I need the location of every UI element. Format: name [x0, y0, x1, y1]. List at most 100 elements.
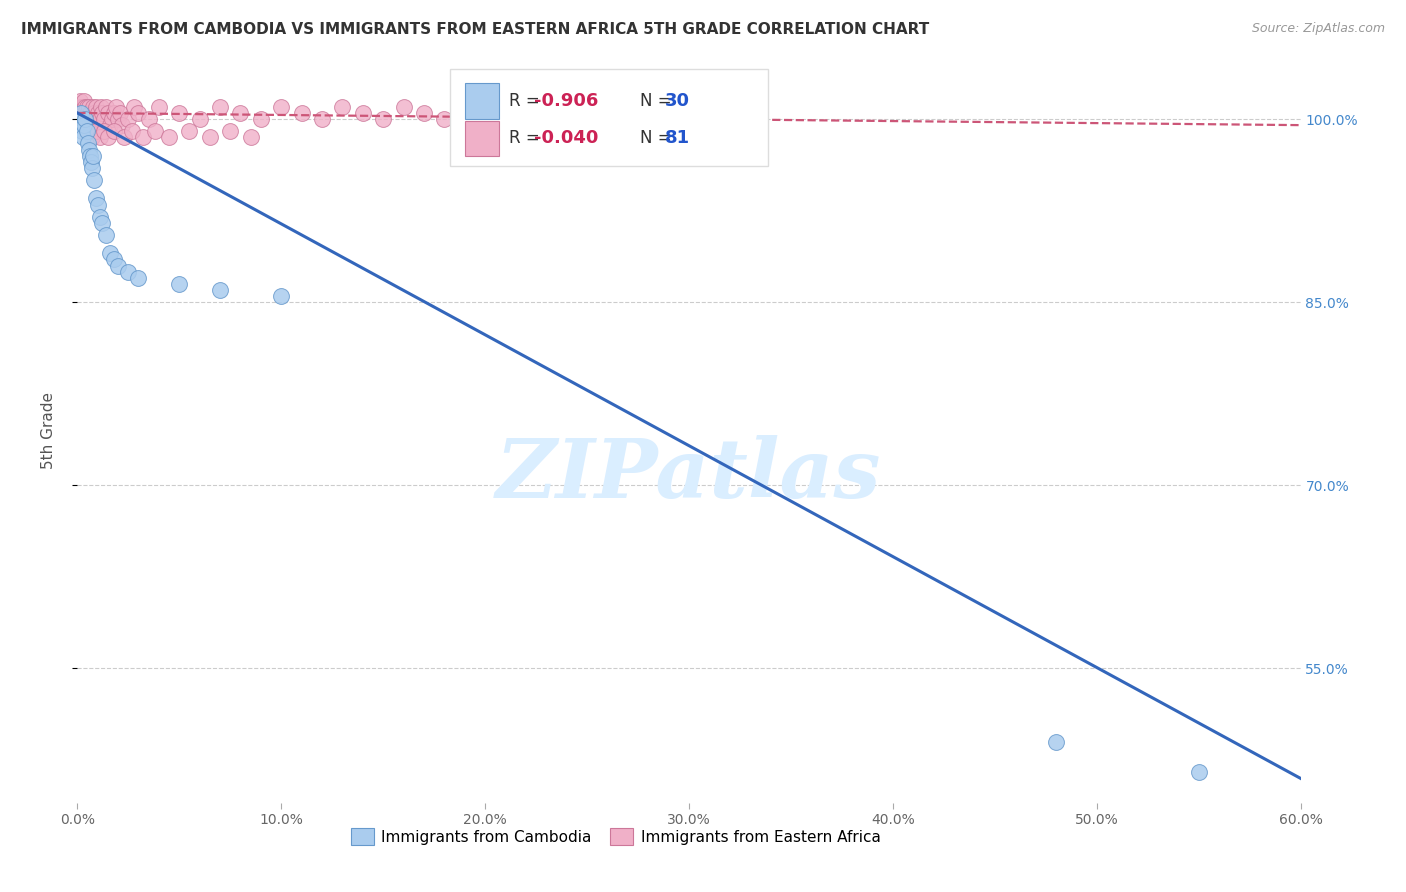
Point [80, 112, 103, 126]
Point [198, 130, 221, 145]
Text: Source: ZipAtlas.com: Source: ZipAtlas.com [1251, 22, 1385, 36]
Point [82, 149, 104, 163]
Text: IMMIGRANTS FROM CAMBODIA VS IMMIGRANTS FROM EASTERN AFRICA 5TH GRADE CORRELATION: IMMIGRANTS FROM CAMBODIA VS IMMIGRANTS F… [21, 22, 929, 37]
Text: -0.906: -0.906 [534, 92, 598, 111]
Point [94, 227, 117, 242]
Point [111, 118, 134, 132]
Point [80, 161, 103, 175]
Point [1187, 765, 1209, 780]
Point [103, 106, 125, 120]
Point [433, 112, 456, 126]
Point [105, 100, 128, 114]
Point [371, 112, 394, 126]
Point [107, 112, 129, 126]
Point [188, 112, 211, 126]
Point [97, 130, 120, 145]
Point [112, 130, 135, 145]
Point [72, 106, 94, 120]
Point [124, 100, 146, 114]
Point [70, 106, 93, 120]
Point [83, 173, 105, 187]
Point [332, 100, 354, 114]
Point [87, 197, 110, 211]
Point [69, 94, 91, 108]
Text: R =: R = [509, 129, 546, 147]
Point [83, 112, 105, 126]
Point [79, 154, 101, 169]
Point [87, 118, 110, 132]
Point [75, 106, 97, 120]
Point [89, 130, 111, 145]
Point [98, 118, 121, 132]
Text: 81: 81 [665, 129, 689, 147]
Point [98, 246, 121, 260]
Point [179, 124, 201, 138]
Point [101, 112, 124, 126]
Point [73, 94, 96, 108]
Y-axis label: 5th Grade: 5th Grade [42, 392, 56, 469]
Point [117, 112, 139, 126]
Point [86, 112, 108, 126]
Point [83, 106, 105, 120]
Point [138, 112, 160, 126]
Point [70, 100, 93, 114]
Point [311, 112, 333, 126]
Point [143, 124, 166, 138]
Point [76, 106, 98, 120]
Point [77, 112, 100, 126]
Point [239, 130, 262, 145]
Text: -0.040: -0.040 [534, 129, 598, 147]
Text: N =: N = [640, 92, 676, 111]
Point [169, 106, 191, 120]
Point [89, 210, 111, 224]
Point [108, 106, 131, 120]
Point [73, 112, 96, 126]
Point [72, 130, 94, 145]
Point [103, 252, 125, 267]
Point [250, 112, 273, 126]
Point [75, 112, 97, 126]
Point [290, 106, 312, 120]
Point [90, 216, 112, 230]
Bar [465, 120, 499, 156]
Point [69, 112, 91, 126]
Text: 30: 30 [665, 92, 689, 111]
Point [208, 283, 231, 297]
Point [75, 100, 97, 114]
Point [1045, 735, 1067, 749]
Point [208, 100, 231, 114]
Point [169, 277, 191, 291]
Point [75, 118, 97, 132]
Point [72, 124, 94, 138]
Point [107, 259, 129, 273]
Point [67, 100, 90, 114]
Point [79, 118, 101, 132]
Point [79, 106, 101, 120]
Point [131, 130, 153, 145]
Point [127, 106, 149, 120]
Point [103, 124, 125, 138]
Bar [450, 70, 769, 166]
Point [93, 124, 115, 138]
Point [121, 124, 143, 138]
Point [515, 106, 537, 120]
Point [84, 124, 107, 138]
Point [270, 289, 292, 303]
Point [77, 124, 100, 138]
Point [90, 100, 112, 114]
Point [72, 112, 94, 126]
Point [270, 100, 292, 114]
Point [76, 100, 98, 114]
Point [70, 100, 93, 114]
Point [352, 106, 374, 120]
Point [77, 100, 100, 114]
Point [80, 130, 103, 145]
Point [67, 106, 90, 120]
Text: R =: R = [509, 92, 546, 111]
Point [69, 112, 91, 126]
Text: ZIPatlas: ZIPatlas [496, 435, 882, 515]
Point [84, 191, 107, 205]
Legend: Immigrants from Cambodia, Immigrants from Eastern Africa: Immigrants from Cambodia, Immigrants fro… [344, 822, 887, 851]
Text: N =: N = [640, 129, 676, 147]
Point [84, 100, 107, 114]
